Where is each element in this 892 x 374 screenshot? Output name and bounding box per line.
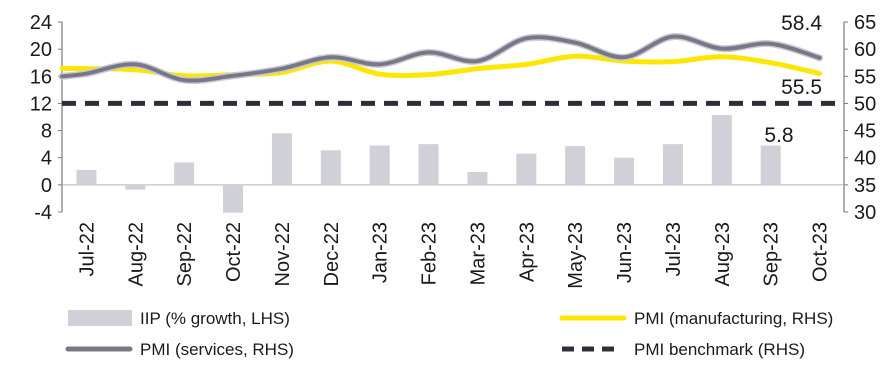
left-tick-label: 20 bbox=[30, 39, 52, 61]
x-tick-label: Oct-22 bbox=[223, 222, 245, 282]
data-label: 5.8 bbox=[764, 124, 793, 147]
x-tick-label: Sep-22 bbox=[174, 222, 196, 287]
left-tick-label: 0 bbox=[41, 175, 52, 197]
x-tick-label: May-23 bbox=[565, 222, 587, 289]
iip-bar bbox=[516, 153, 537, 185]
pmi-services-line bbox=[60, 34, 822, 83]
right-tick-label: 65 bbox=[854, 12, 876, 34]
iip-bars bbox=[76, 114, 781, 213]
iip-bar bbox=[369, 145, 390, 185]
iip-bar bbox=[76, 169, 97, 185]
pmi-manufacturing-line bbox=[59, 53, 823, 79]
right-tick-label: 35 bbox=[854, 175, 876, 197]
x-tick-label: Mar-23 bbox=[467, 222, 489, 285]
left-tick-label: -4 bbox=[34, 202, 52, 224]
x-tick-label: Nov-22 bbox=[272, 222, 294, 286]
iip-bar bbox=[614, 157, 635, 185]
legend-swatch-iip bbox=[68, 310, 132, 326]
x-tick-label: Aug-22 bbox=[125, 222, 147, 287]
legend: IIP (% growth, LHS) PMI (manufacturing, R… bbox=[65, 309, 833, 359]
iip-bar bbox=[662, 144, 683, 185]
data-label: 58.4 bbox=[781, 12, 822, 35]
left-tick-label: 16 bbox=[30, 66, 52, 88]
right-tick-label: 55 bbox=[854, 66, 876, 88]
x-tick-label: Sep-23 bbox=[761, 222, 783, 287]
pmi-lines bbox=[58, 33, 838, 106]
iip-bar bbox=[223, 184, 244, 213]
iip-bar bbox=[320, 150, 341, 185]
iip-bar bbox=[760, 145, 781, 185]
x-tick-label: Jan-23 bbox=[370, 222, 392, 283]
iip-bar bbox=[711, 114, 732, 185]
x-tick-label: Jul-23 bbox=[663, 222, 685, 276]
x-tick-label: Dec-22 bbox=[321, 222, 343, 286]
right-tick-label: 45 bbox=[854, 121, 876, 143]
x-tick-label: Apr-23 bbox=[516, 222, 538, 282]
x-tick-label: Oct-23 bbox=[810, 222, 832, 282]
left-tick-label: 8 bbox=[41, 121, 52, 143]
legend-label: PMI (services, RHS) bbox=[140, 340, 294, 359]
left-tick-label: 24 bbox=[30, 12, 52, 34]
left-tick-label: 12 bbox=[30, 93, 52, 115]
x-tick-label: Aug-23 bbox=[712, 222, 734, 287]
left-tick-label: 4 bbox=[41, 148, 52, 170]
iip-bar bbox=[271, 133, 292, 185]
legend-label: PMI benchmark (RHS) bbox=[634, 340, 805, 359]
legend-label: PMI (manufacturing, RHS) bbox=[634, 309, 833, 328]
right-tick-label: 60 bbox=[854, 39, 876, 61]
right-tick-label: 30 bbox=[854, 202, 876, 224]
right-tick-label: 40 bbox=[854, 148, 876, 170]
right-tick-label: 50 bbox=[854, 93, 876, 115]
x-tick-label: Feb-23 bbox=[419, 222, 441, 285]
iip-bar bbox=[418, 144, 439, 185]
iip-bar bbox=[174, 162, 195, 185]
annotations: 58.4 55.5 5.8 bbox=[764, 12, 822, 147]
x-tick-label: Jun-23 bbox=[614, 222, 636, 283]
iip-bar bbox=[565, 146, 586, 185]
x-tick-label: Jul-22 bbox=[76, 222, 98, 276]
iip-bar bbox=[125, 184, 146, 190]
iip-bar bbox=[467, 171, 488, 185]
legend-label: IIP (% growth, LHS) bbox=[140, 309, 290, 328]
data-label: 55.5 bbox=[781, 76, 822, 99]
